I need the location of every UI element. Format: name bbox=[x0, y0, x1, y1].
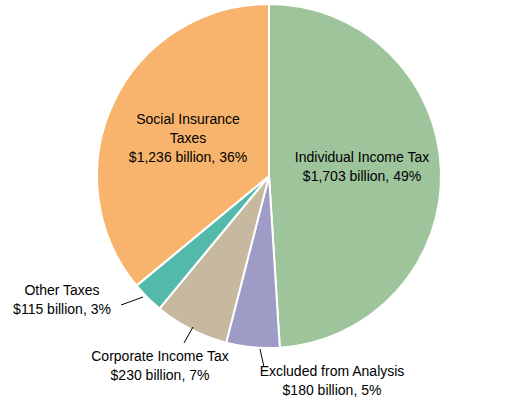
value-label: $115 billion, 3% bbox=[13, 301, 111, 317]
value-label: $1,236 billion, 36% bbox=[129, 149, 247, 165]
value-label: $180 billion, 5% bbox=[283, 382, 382, 398]
slice bbox=[97, 4, 269, 286]
category-label: Excluded from Analysis bbox=[260, 363, 405, 379]
chart: Individual Income Tax $1,703 billion, 49%… bbox=[0, 0, 506, 406]
slice-label: Excluded from Analysis $180 billion, 5% bbox=[260, 363, 405, 398]
labels: Individual Income Tax $1,703 billion, 49%… bbox=[13, 111, 429, 398]
value-label: $1,703 billion, 49% bbox=[303, 168, 421, 184]
slice-label: Other Taxes $115 billion, 3% bbox=[13, 282, 111, 317]
slices bbox=[97, 4, 441, 348]
leader-line bbox=[121, 297, 143, 305]
slice-label: Corporate Income Tax $230 billion, 7% bbox=[91, 348, 228, 383]
category-label: Social Insurance bbox=[136, 111, 240, 127]
category-label: Individual Income Tax bbox=[295, 149, 429, 165]
category-label: Taxes bbox=[170, 130, 207, 146]
category-label: Corporate Income Tax bbox=[91, 348, 228, 364]
slice bbox=[269, 4, 441, 348]
value-label: $230 billion, 7% bbox=[111, 367, 210, 383]
slice-label: Individual Income Tax $1,703 billion, 49% bbox=[295, 149, 429, 184]
category-label: Other Taxes bbox=[24, 282, 99, 298]
slice-label: Social Insurance Taxes $1,236 billion, 36% bbox=[129, 111, 247, 165]
leader-line bbox=[184, 327, 193, 343]
